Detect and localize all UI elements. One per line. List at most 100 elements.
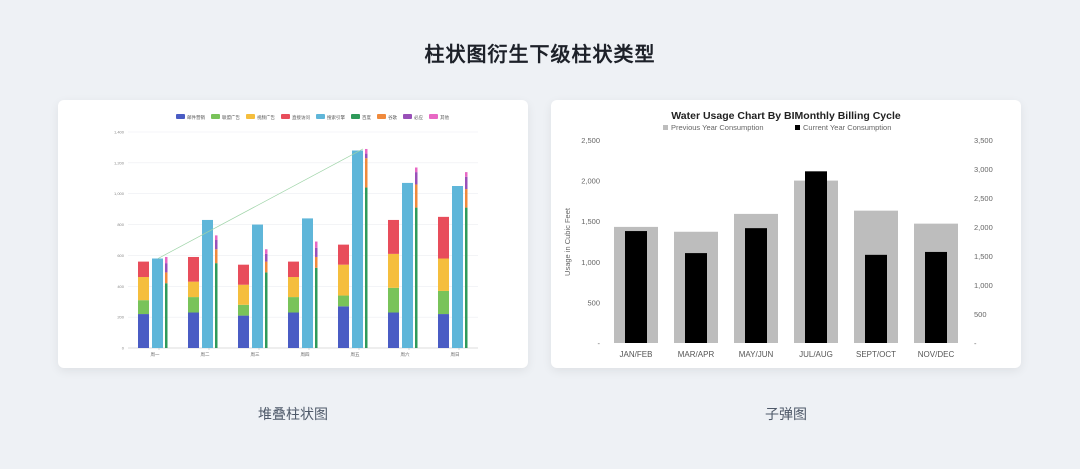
bar-segment bbox=[138, 261, 149, 278]
bullet-chart-caption: 子弹图 bbox=[765, 407, 807, 423]
legend-label: Current Year Consumption bbox=[803, 123, 891, 132]
bar-segment bbox=[465, 176, 468, 190]
bar-segment bbox=[415, 172, 418, 185]
bar-segment bbox=[215, 235, 218, 240]
stacked-bar-card: 邮件营销 联盟广告 视频广告 直接访问 搜索引擎 百度 谷歌 必应 其他 0 200 400 600 80… bbox=[58, 100, 528, 368]
bar-segment bbox=[438, 258, 449, 291]
bar-segment bbox=[438, 216, 449, 259]
bar-segment bbox=[188, 281, 199, 298]
y2-tick-label: 2,500 bbox=[974, 194, 993, 203]
legend-swatch bbox=[403, 114, 412, 119]
y-tick-label: 500 bbox=[587, 298, 600, 307]
bar-segment bbox=[288, 297, 299, 313]
bar-current-year bbox=[625, 231, 647, 343]
y2-tick-label: 2,000 bbox=[974, 223, 993, 232]
bar-segment bbox=[388, 219, 399, 254]
bar-segment bbox=[238, 264, 249, 285]
bar-segment bbox=[215, 249, 218, 264]
legend-label: 其他 bbox=[440, 114, 449, 121]
legend-label: 视频广告 bbox=[257, 114, 275, 121]
legend-swatch bbox=[377, 114, 386, 119]
bar-current-year bbox=[865, 254, 887, 343]
x-tick-label: 周五 bbox=[351, 352, 360, 358]
bar-segment bbox=[165, 283, 168, 348]
legend-swatch bbox=[246, 114, 255, 119]
legend-swatch bbox=[795, 125, 800, 130]
bar-segment bbox=[388, 312, 399, 348]
bullet-chart-card: Water Usage Chart By BIMonthly Billing C… bbox=[551, 100, 1021, 368]
bar-segment bbox=[365, 153, 368, 159]
bar-current-year bbox=[805, 171, 827, 343]
bar-segment bbox=[415, 184, 418, 208]
bar-segment bbox=[215, 263, 218, 348]
y-tick-label: 2,500 bbox=[581, 136, 600, 145]
stacked-bar-caption: 堆叠柱状图 bbox=[258, 407, 328, 423]
chart-title: Water Usage Chart By BIMonthly Billing C… bbox=[671, 110, 901, 122]
bar-segment bbox=[465, 172, 468, 177]
legend-label: 谷歌 bbox=[388, 114, 397, 121]
x-tick-label: 周一 bbox=[151, 352, 160, 358]
bar-current-year bbox=[685, 253, 707, 343]
bar-segment bbox=[315, 267, 318, 348]
bar-segment bbox=[438, 314, 449, 348]
legend-swatch bbox=[663, 125, 668, 130]
bar-segment bbox=[438, 290, 449, 315]
bar-segment bbox=[365, 158, 368, 188]
bar-segment bbox=[352, 150, 363, 348]
legend-label: 直接访问 bbox=[292, 114, 310, 121]
bar-segment bbox=[238, 315, 249, 348]
y-tick-label: 1,400 bbox=[114, 130, 125, 135]
bullet-chart: Water Usage Chart By BIMonthly Billing C… bbox=[563, 110, 993, 359]
y-tick-label: 800 bbox=[117, 222, 124, 227]
legend-label: 邮件营销 bbox=[187, 114, 205, 121]
bar-segment bbox=[138, 300, 149, 315]
x-tick-label: 周三 bbox=[251, 352, 260, 358]
legend-swatch bbox=[281, 114, 290, 119]
bar-segment bbox=[288, 312, 299, 348]
y-tick-label: 1,000 bbox=[581, 258, 600, 267]
bar-segment bbox=[138, 314, 149, 348]
bar-segment bbox=[165, 272, 168, 284]
bar-segment bbox=[415, 167, 418, 173]
bar-segment bbox=[465, 207, 468, 348]
bar-segment bbox=[165, 263, 168, 273]
bar-segment bbox=[202, 219, 213, 348]
bar-segment bbox=[265, 261, 268, 273]
legend-swatch bbox=[211, 114, 220, 119]
bar-segment bbox=[265, 272, 268, 348]
x-tick-label: NOV/DEC bbox=[918, 350, 955, 359]
x-tick-label: 周六 bbox=[401, 351, 410, 358]
x-tick-label: MAR/APR bbox=[678, 350, 715, 359]
bar-segment bbox=[365, 187, 368, 348]
bar-segment bbox=[338, 264, 349, 296]
bar-segment bbox=[402, 182, 413, 348]
bar-segment bbox=[215, 240, 218, 250]
legend-swatch bbox=[176, 114, 185, 119]
y2-tick-label: 1,500 bbox=[974, 252, 993, 261]
y2-tick-label: - bbox=[974, 339, 977, 348]
x-tick-label: 周日 bbox=[451, 352, 460, 358]
y-tick-label: 0 bbox=[122, 346, 125, 351]
bar-segment bbox=[265, 253, 268, 262]
y-axis-label: Usage in Cubic Feet bbox=[563, 207, 572, 276]
bar-segment bbox=[188, 297, 199, 313]
bar-segment bbox=[338, 244, 349, 265]
bar-segment bbox=[252, 224, 263, 348]
legend-label: 必应 bbox=[414, 114, 423, 121]
legend-label: 百度 bbox=[362, 114, 371, 121]
x-tick-label: 周二 bbox=[201, 352, 210, 358]
bar-segment bbox=[288, 261, 299, 278]
y-tick-label: 400 bbox=[117, 284, 124, 289]
bar-current-year bbox=[745, 228, 767, 343]
legend-label: 搜索引擎 bbox=[327, 114, 345, 121]
bar-segment bbox=[338, 295, 349, 307]
legend-swatch bbox=[351, 114, 360, 119]
y-tick-label: 1,000 bbox=[114, 191, 125, 196]
bar-segment bbox=[388, 287, 399, 313]
trend-line bbox=[157, 148, 364, 259]
bar-segment bbox=[188, 256, 199, 282]
y-tick-label: 2,000 bbox=[581, 177, 600, 186]
legend-label: 联盟广告 bbox=[222, 114, 240, 121]
bar-segment bbox=[388, 253, 399, 288]
y2-tick-label: 500 bbox=[974, 310, 987, 319]
